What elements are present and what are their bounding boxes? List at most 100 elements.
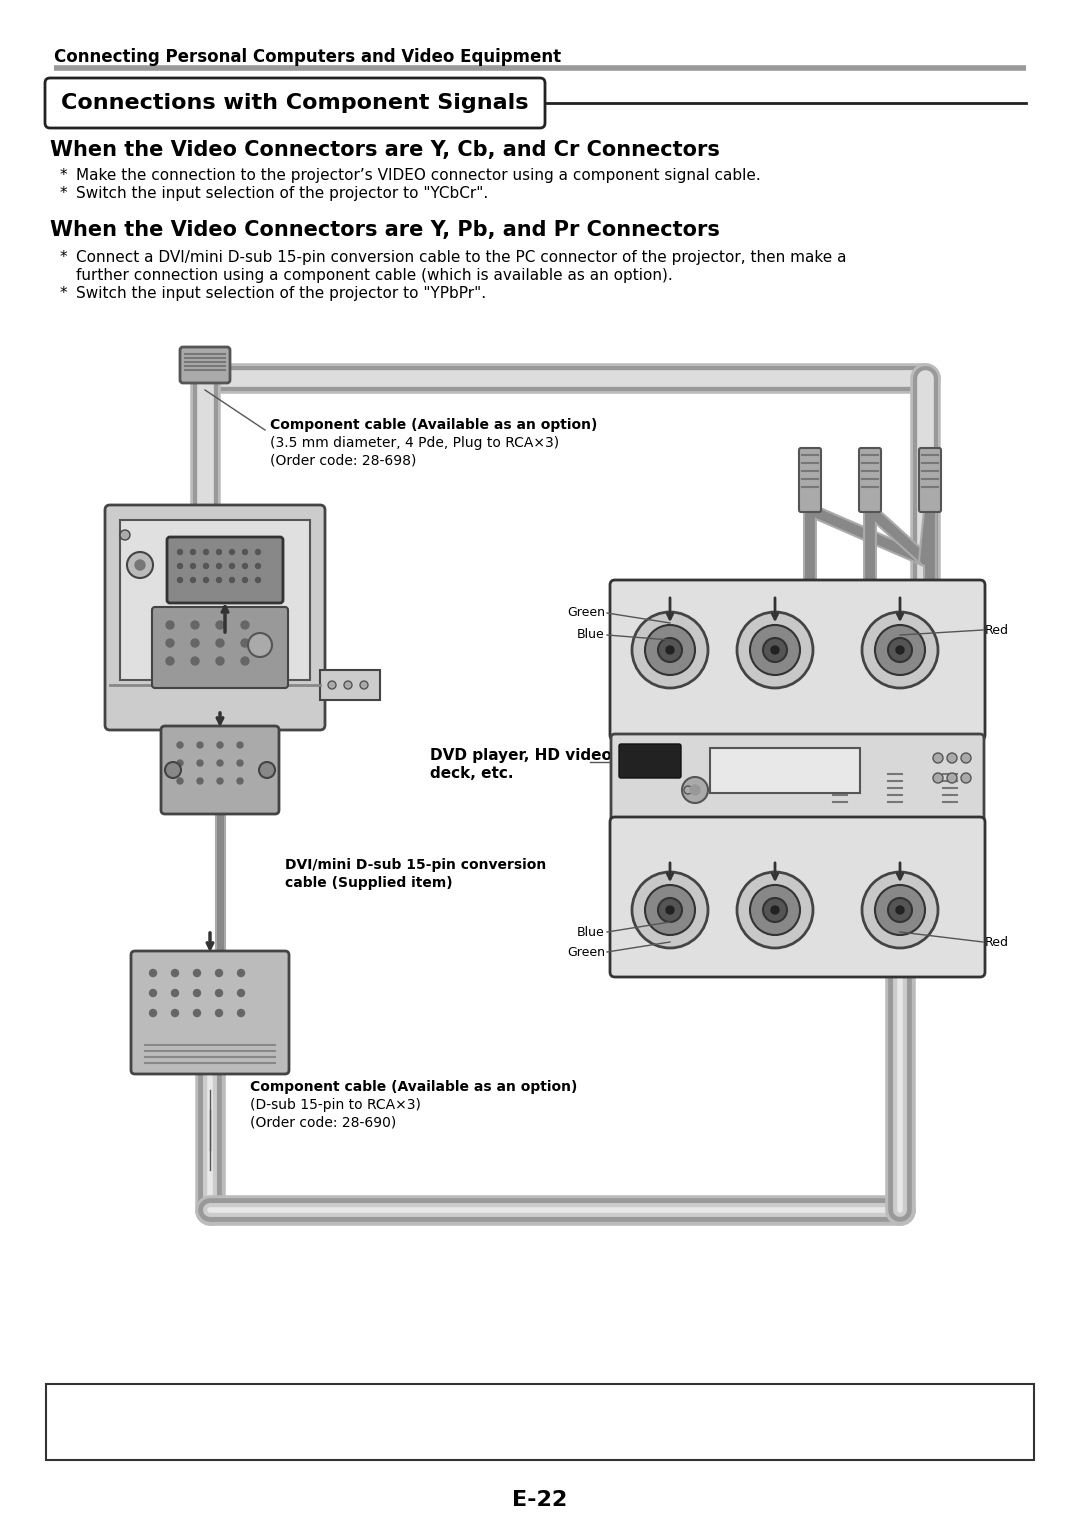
Text: *: * <box>60 168 68 183</box>
Circle shape <box>947 774 957 783</box>
Circle shape <box>771 907 779 914</box>
Text: Green: Green <box>567 607 605 619</box>
Circle shape <box>197 742 203 748</box>
Text: Green: Green <box>567 945 605 959</box>
Text: Blue: Blue <box>577 925 605 939</box>
Text: Connections with Component Signals: Connections with Component Signals <box>62 93 529 113</box>
Text: further connection using a component cable (which is available as an option).: further connection using a component cab… <box>76 268 673 283</box>
Circle shape <box>216 549 221 555</box>
Circle shape <box>632 612 708 688</box>
FancyBboxPatch shape <box>885 768 906 827</box>
Circle shape <box>737 612 813 688</box>
Circle shape <box>875 885 924 936</box>
Circle shape <box>737 872 813 948</box>
Text: (D-sub 15-pin to RCA×3): (D-sub 15-pin to RCA×3) <box>249 1098 421 1112</box>
Circle shape <box>632 872 708 948</box>
Circle shape <box>172 969 178 977</box>
Circle shape <box>259 761 275 778</box>
Circle shape <box>203 564 208 569</box>
Circle shape <box>193 969 201 977</box>
Circle shape <box>203 578 208 583</box>
Circle shape <box>229 564 234 569</box>
Text: Connect a DVI/mini D-sub 15-pin conversion cable to the PC connector of the proj: Connect a DVI/mini D-sub 15-pin conversi… <box>76 251 847 265</box>
Circle shape <box>172 1009 178 1017</box>
Circle shape <box>666 907 674 914</box>
Text: Cb: Cb <box>764 699 786 713</box>
Circle shape <box>190 564 195 569</box>
Circle shape <box>241 621 249 628</box>
Circle shape <box>933 774 943 783</box>
Circle shape <box>217 760 222 766</box>
Circle shape <box>666 645 674 654</box>
Circle shape <box>238 1009 244 1017</box>
Circle shape <box>690 784 700 795</box>
Circle shape <box>229 549 234 555</box>
FancyBboxPatch shape <box>859 448 881 512</box>
FancyBboxPatch shape <box>105 505 325 729</box>
Text: YCbCr cannot accept the input of signals other than NTSC 3.58 and PAL.: YCbCr cannot accept the input of signals… <box>60 1417 611 1433</box>
Text: 1    3   5:30: 1 3 5:30 <box>730 766 801 780</box>
Circle shape <box>750 885 800 936</box>
Circle shape <box>243 564 247 569</box>
Circle shape <box>191 639 199 647</box>
Circle shape <box>888 638 912 662</box>
Circle shape <box>135 560 145 570</box>
Circle shape <box>127 552 153 578</box>
Circle shape <box>217 778 222 784</box>
Circle shape <box>216 564 221 569</box>
Text: *: * <box>60 187 68 200</box>
FancyBboxPatch shape <box>610 579 985 740</box>
Text: Switch the input selection of the projector to "YPbPr".: Switch the input selection of the projec… <box>76 286 486 301</box>
Text: Pr: Pr <box>891 855 909 868</box>
Text: (Order code: 28-690): (Order code: 28-690) <box>249 1116 396 1130</box>
Text: Cr: Cr <box>891 699 909 713</box>
Text: Note: Note <box>60 1396 100 1411</box>
Circle shape <box>771 645 779 654</box>
Circle shape <box>762 898 787 922</box>
Circle shape <box>216 989 222 997</box>
Text: AUDIO  VIDEO: AUDIO VIDEO <box>118 696 193 705</box>
Text: DVD: DVD <box>633 755 666 769</box>
Circle shape <box>237 778 243 784</box>
Bar <box>320 670 380 700</box>
Circle shape <box>684 786 692 794</box>
Text: *: * <box>60 251 68 265</box>
Circle shape <box>190 549 195 555</box>
Bar <box>710 748 860 794</box>
Circle shape <box>166 657 174 665</box>
Text: When the Video Connectors are Y, Cb, and Cr Connectors: When the Video Connectors are Y, Cb, and… <box>50 141 720 161</box>
Text: DVI/mini D-sub 15-pin conversion: DVI/mini D-sub 15-pin conversion <box>285 858 546 872</box>
Circle shape <box>216 657 224 665</box>
Text: Red: Red <box>985 624 1009 636</box>
Text: Blue: Blue <box>577 628 605 642</box>
Circle shape <box>216 639 224 647</box>
Circle shape <box>862 612 939 688</box>
Text: *: * <box>60 286 68 301</box>
Circle shape <box>149 1009 157 1017</box>
Text: COMPONENT: COMPONENT <box>743 833 852 849</box>
Circle shape <box>203 549 208 555</box>
FancyBboxPatch shape <box>919 448 941 512</box>
Text: Switch the input selection of the projector to "YCbCr".: Switch the input selection of the projec… <box>76 187 488 200</box>
Circle shape <box>216 1009 222 1017</box>
Circle shape <box>149 989 157 997</box>
FancyBboxPatch shape <box>46 1384 1034 1460</box>
Text: Component cable (Available as an option): Component cable (Available as an option) <box>270 417 597 433</box>
FancyBboxPatch shape <box>611 734 984 823</box>
Circle shape <box>243 549 247 555</box>
Text: Component cable (Available as an option): Component cable (Available as an option) <box>249 1079 578 1095</box>
Circle shape <box>216 621 224 628</box>
Circle shape <box>896 907 904 914</box>
Circle shape <box>177 742 183 748</box>
Circle shape <box>191 621 199 628</box>
FancyBboxPatch shape <box>152 607 288 688</box>
Circle shape <box>933 752 943 763</box>
Circle shape <box>166 621 174 628</box>
Circle shape <box>216 578 221 583</box>
Circle shape <box>238 969 244 977</box>
Text: cable (Supplied item): cable (Supplied item) <box>285 876 453 890</box>
Text: Connecting Personal Computers and Video Equipment: Connecting Personal Computers and Video … <box>54 47 562 66</box>
Circle shape <box>961 752 971 763</box>
Circle shape <box>177 778 183 784</box>
FancyBboxPatch shape <box>167 537 283 602</box>
